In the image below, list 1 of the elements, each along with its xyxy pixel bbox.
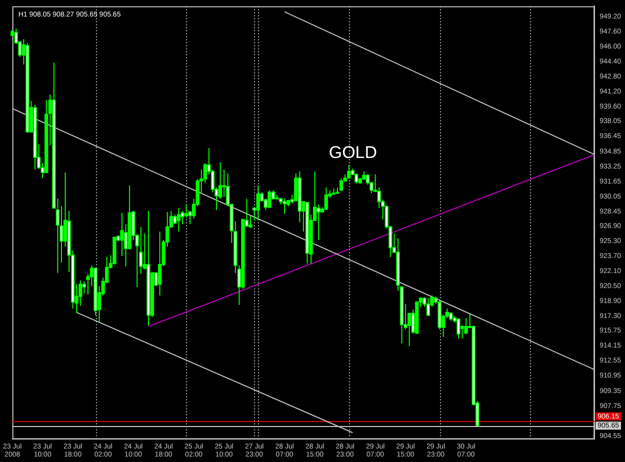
text: GOLD xyxy=(328,143,378,162)
